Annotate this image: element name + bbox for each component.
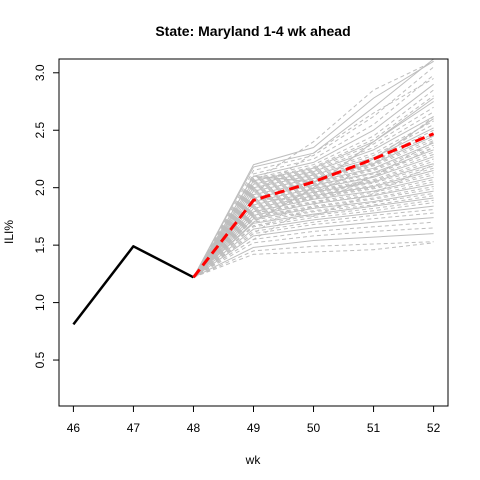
x-axis-title: wk [245, 453, 262, 467]
trajectory-line [193, 217, 434, 278]
trajectory-line [193, 172, 434, 278]
y-tick-label: 2.0 [33, 179, 47, 196]
y-axis: 0.5 1.0 1.5 2.0 2.5 3.0 [33, 64, 60, 368]
trajectory-line [193, 140, 434, 278]
trajectory-line [193, 181, 434, 278]
observed-series [72, 245, 195, 326]
trajectory-line [193, 199, 434, 278]
trajectory-line [193, 241, 434, 278]
trajectory-line [193, 106, 434, 278]
trajectory-line [193, 197, 434, 278]
trajectory-line [193, 60, 434, 278]
trajectory-line [193, 78, 434, 278]
trajectory-line [193, 221, 434, 278]
trajectory-line [193, 116, 434, 278]
trajectory-line [193, 165, 434, 278]
y-tick-label: 1.0 [33, 294, 47, 311]
trajectory-line [193, 163, 434, 278]
trajectory-line [193, 202, 434, 278]
trajectory-line [193, 195, 434, 278]
trajectory-line [193, 190, 434, 278]
trajectory-line [193, 111, 434, 278]
trajectory-line [193, 95, 434, 278]
trajectory-line [193, 186, 434, 278]
y-tick-label: 1.5 [33, 236, 47, 253]
forecast-series [192, 132, 435, 279]
trajectory-line [193, 74, 434, 278]
x-tick-label: 49 [247, 421, 261, 435]
trajectory-line [193, 188, 434, 278]
x-tick-label: 50 [307, 421, 321, 435]
y-tick-label: 3.0 [33, 64, 47, 81]
trajectory-line [193, 147, 434, 278]
x-tick-label: 52 [427, 421, 441, 435]
trajectory-line [193, 179, 434, 278]
trajectory-line [193, 137, 434, 278]
y-tick-label: 2.5 [33, 122, 47, 139]
x-tick-label: 47 [127, 421, 141, 435]
x-tick-label: 48 [187, 421, 201, 435]
trajectory-samples [193, 59, 434, 278]
chart-title: State: Maryland 1-4 wk ahead [155, 23, 350, 39]
y-axis-title: ILI% [2, 220, 16, 244]
trajectory-line [193, 144, 434, 278]
trajectory-line [193, 118, 434, 278]
trajectory-line [193, 183, 434, 278]
trajectory-line [193, 101, 434, 278]
observed-line [72, 245, 195, 326]
trajectory-line [193, 164, 434, 278]
trajectory-line [193, 66, 434, 278]
trajectory-line [193, 209, 434, 278]
plot-frame [58, 58, 449, 407]
x-tick-label: 51 [367, 421, 381, 435]
forecast-line [192, 132, 435, 279]
trajectory-line [193, 135, 434, 278]
x-axis: 46 47 48 49 50 51 52 [67, 405, 441, 435]
trajectory-line [193, 97, 434, 278]
trajectory-line [193, 170, 434, 278]
trajectory-line [193, 60, 434, 278]
trajectory-line [193, 242, 434, 278]
x-tick-label: 46 [67, 421, 81, 435]
trajectory-line [193, 205, 434, 278]
trajectory-line [193, 227, 434, 278]
y-tick-label: 0.5 [33, 351, 47, 368]
trajectory-line [193, 233, 434, 278]
trajectory-line [193, 192, 434, 278]
